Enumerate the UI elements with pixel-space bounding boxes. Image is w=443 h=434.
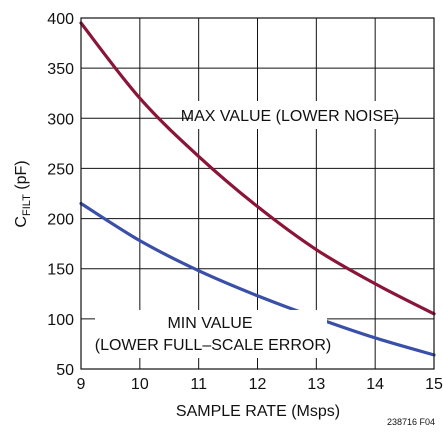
x-tick-label: 10	[131, 376, 149, 393]
min-annotation-background	[95, 310, 327, 358]
x-tick-label: 11	[190, 376, 207, 393]
annotation-min-value: MIN VALUE	[167, 315, 252, 332]
y-tick-label: 150	[47, 262, 74, 279]
y-axis-title-unit: (pF)	[13, 160, 30, 194]
series-layer	[79, 21, 436, 357]
y-tick-label: 250	[47, 161, 74, 178]
series-line-max	[79, 21, 436, 316]
y-tick-label: 400	[47, 11, 74, 28]
x-tick-label: 15	[425, 376, 443, 393]
annotation-max-value: MAX VALUE (LOWER NOISE)	[181, 108, 399, 125]
tick-labels: 9 10 11 12 13 14 15 50 100 150 200 250 300 350 400	[47, 11, 443, 393]
x-axis-title: SAMPLE RATE (Msps)	[176, 403, 340, 420]
plot-frame	[80, 17, 435, 370]
x-tick-label: 12	[249, 376, 267, 393]
y-tick-label: 200	[47, 212, 74, 229]
x-tick-label: 9	[77, 376, 86, 393]
y-tick-label: 350	[47, 61, 74, 78]
max-annotation-background	[192, 101, 392, 129]
y-axis-title-subscript: FILT	[21, 194, 33, 216]
x-tick-label: 14	[366, 376, 384, 393]
series-line-min	[79, 201, 436, 357]
y-tick-label: 100	[47, 312, 74, 329]
figure-id: 238716 F04	[387, 417, 435, 427]
x-tick-label: 13	[307, 376, 325, 393]
y-axis-title-main: C	[13, 216, 30, 228]
annotation-min-value-detail: (LOWER FULL–SCALE ERROR)	[95, 337, 332, 354]
y-axis-title: CFILT (pF)	[13, 160, 33, 227]
y-tick-label: 50	[56, 362, 74, 379]
y-tick-label: 300	[47, 111, 74, 128]
